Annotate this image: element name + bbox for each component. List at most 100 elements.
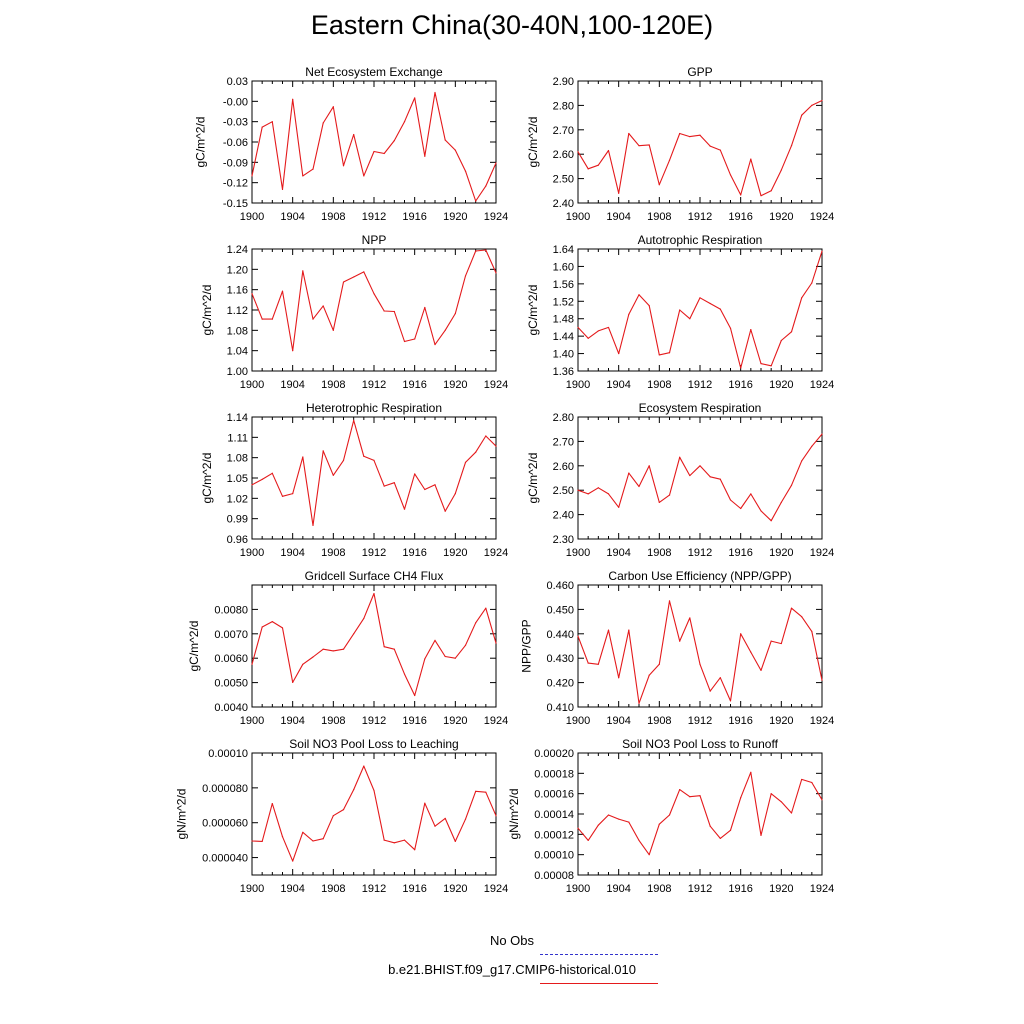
panel-2-data-point [821, 99, 823, 102]
panel-8-data-point [719, 677, 721, 679]
panel-6-xtick-label: 1920 [769, 547, 793, 559]
panel-1-ytick-label: -0.00 [223, 96, 248, 108]
panel-8-ytick-label: 0.460 [546, 580, 574, 592]
panel-10-data-point [750, 771, 752, 773]
panel-5-data-point [475, 451, 477, 453]
panel-2-ylabel: gC/m^2/d [526, 117, 540, 168]
panel-4-data-point [618, 352, 620, 355]
panel-1-data-point [312, 168, 314, 170]
panel-8-data-point [699, 663, 701, 665]
panel-1-data-point [342, 165, 345, 167]
panel-6-xtick-label: 1908 [647, 547, 671, 559]
panel-3-data-point [353, 276, 355, 278]
panel-3-xtick-label: 1912 [362, 379, 386, 391]
panel-8-data-point [770, 640, 772, 642]
panel-7-series-line [251, 592, 497, 697]
panel-3-data-point [444, 329, 446, 331]
panel-6-data-point [577, 489, 579, 491]
panel-6-xtick-label: 1924 [810, 547, 834, 559]
panel-2-data-point [577, 151, 579, 153]
panel-6-data-point [780, 501, 782, 503]
panel-6-data-point [821, 433, 823, 435]
panel-8-ytick-label: 0.450 [546, 604, 574, 616]
panel-1-ytick-label: -0.03 [223, 117, 248, 129]
panel-8-data-point [638, 702, 640, 704]
panel-3-data-point [464, 275, 467, 277]
panel-4-data-point [709, 302, 711, 305]
panel-9-data-point [454, 840, 456, 842]
panel-5-data-point [353, 419, 355, 421]
panel-8-data-point [689, 617, 691, 619]
panel-1-xtick-label: 1924 [484, 211, 508, 223]
panel-2-data-point [790, 145, 793, 147]
panel-8-title: Carbon Use Efficiency (NPP/GPP) [608, 569, 791, 583]
panel-3-ytick-label: 1.20 [227, 264, 248, 276]
panel-4-ytick-label: 1.52 [553, 296, 574, 308]
panel-2-xtick-label: 1920 [769, 211, 793, 223]
panel-10-data-point [668, 814, 671, 816]
panel-5-data-point [342, 459, 345, 461]
panel-6-data-point [740, 507, 742, 510]
panel-1-xtick-label: 1904 [280, 211, 304, 223]
panel-8-xtick-label: 1924 [810, 715, 834, 727]
panel-2-data-point [597, 164, 599, 166]
panel-4-title: Autotrophic Respiration [638, 233, 763, 247]
panel-7-data-point [251, 663, 253, 665]
panel-8-data-point [607, 629, 610, 631]
panel-10-data-point [770, 793, 772, 795]
panel-3-data-point [271, 318, 273, 320]
panel-1-xtick-label: 1908 [321, 211, 345, 223]
panel-6-series-line [577, 433, 823, 522]
panel-7-xtick-label: 1900 [240, 715, 264, 727]
panel-2-data-point [587, 168, 589, 170]
panel-3-data-point [292, 350, 294, 352]
panel-10-data-point [801, 778, 803, 781]
panel-3-data-point [383, 310, 385, 312]
panel-6-ytick-label: 2.60 [553, 461, 574, 473]
panel-7-xtick-label: 1916 [402, 715, 426, 727]
panel-5-series-line [251, 419, 497, 526]
panel-3-ytick-label: 1.04 [227, 346, 248, 358]
panel-6-xtick-label: 1916 [728, 547, 752, 559]
panel-5-ytick-label: 1.14 [227, 412, 248, 424]
panel-2-series-line [577, 100, 823, 197]
panel-4-data-point [740, 367, 742, 369]
panel-10-xtick-label: 1904 [606, 883, 630, 895]
panel-5-xtick-label: 1916 [402, 547, 426, 559]
panel-2-data-point [719, 149, 721, 151]
panel-9-data-point [495, 815, 497, 817]
panel-7-data-point [444, 655, 446, 658]
panel-5-data-point [495, 445, 497, 447]
panel-4-xtick-label: 1900 [566, 379, 590, 391]
panel-7-data-point [373, 592, 375, 595]
panel-8-data-point [790, 607, 793, 609]
panel-5-xtick-label: 1904 [280, 547, 304, 559]
panel-6-xtick-label: 1900 [566, 547, 590, 559]
panel-8-data-point [628, 629, 630, 631]
panel-10-data-point [689, 796, 691, 798]
panel-5-ytick-label: 0.96 [227, 534, 248, 546]
panel-2-xtick-label: 1912 [688, 211, 712, 223]
panel-6-data-point [618, 506, 620, 508]
panel-5-xtick-label: 1924 [484, 547, 508, 559]
panel-3-data-point [261, 318, 263, 320]
panel-5-data-point [363, 455, 365, 457]
panel-6-data-point [638, 485, 640, 488]
panel-10-data-point [597, 824, 599, 826]
panel-8-data-point [729, 700, 732, 702]
panel-8-ytick-label: 0.410 [546, 702, 574, 714]
panel-4-ytick-label: 1.56 [553, 279, 574, 291]
legend-model-label: b.e21.BHIST.f09_g17.CMIP6-historical.010 [388, 962, 636, 977]
panel-4-data-point [689, 318, 691, 320]
panel-2-data-point [699, 134, 701, 136]
panel-1-data-point [373, 150, 375, 153]
panel-7-xtick-label: 1924 [484, 715, 508, 727]
panel-5-data-point [414, 473, 416, 475]
panel-3-ylabel: gC/m^2/d [200, 285, 214, 336]
panel-3-data-point [363, 271, 365, 273]
panel-2-data-point [709, 145, 711, 147]
panel-10-ytick-label: 0.00012 [534, 829, 574, 841]
panel-7-ytick-label: 0.0070 [214, 629, 248, 641]
panel-5-data-point [302, 456, 304, 458]
panel-7-data-point [424, 658, 426, 660]
